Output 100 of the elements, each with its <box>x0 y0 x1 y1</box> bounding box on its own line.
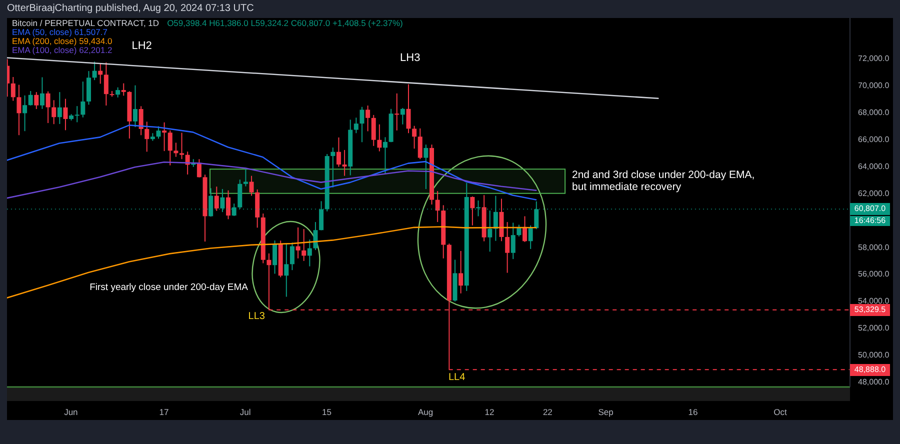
candlestick <box>354 117 358 134</box>
candlestick <box>366 105 370 132</box>
x-tick-label: 17 <box>159 407 169 417</box>
candlestick <box>243 168 248 187</box>
candlestick <box>382 136 388 174</box>
candlestick <box>510 222 516 260</box>
candlestick <box>46 90 50 124</box>
y-tick-label: 68,000.0 <box>858 108 890 118</box>
candlestick <box>302 228 306 262</box>
candlestick <box>290 242 294 271</box>
candlestick <box>400 107 405 125</box>
ref-line-label: 48,888.0 <box>850 364 890 376</box>
candlestick <box>435 190 440 223</box>
line-series <box>7 161 537 199</box>
ref-line-label: 60,807.0 <box>850 203 890 216</box>
candlestick <box>284 242 289 298</box>
x-tick-label: Sep <box>598 407 614 417</box>
candlestick <box>226 190 231 220</box>
candlestick <box>360 106 364 143</box>
candlestick <box>40 76 44 110</box>
y-tick-label: 52,000.0 <box>858 324 890 333</box>
annotation: LL3 <box>248 310 265 323</box>
x-tick-label: 12 <box>484 407 495 417</box>
chart-title: Bitcoin / PERPETUAL CONTRACT, 1D <box>12 18 160 28</box>
candlestick <box>10 76 16 102</box>
y-tick-label: 72,000.0 <box>858 54 890 64</box>
candlestick <box>371 114 376 146</box>
candlestick <box>138 106 144 136</box>
candlestick <box>92 61 97 81</box>
candlestick <box>52 100 56 125</box>
y-tick-label: 48,000.0 <box>858 377 890 386</box>
annotation: LH3 <box>400 52 420 64</box>
candlestick <box>80 81 86 118</box>
candlestick <box>168 130 172 166</box>
candlestick <box>412 125 417 150</box>
annotation: 2nd and 3rd close under 200-day EMA, but immediate recovery <box>572 169 756 193</box>
candlestick <box>249 175 254 196</box>
chart-subtitle: O59,398.4 H61,386.0 L59,324.2 C60,807.0 +1,408.5 (+2.37%) <box>167 18 403 28</box>
text: EMA (100, close) 62,201.2 <box>12 44 112 54</box>
x-tick-label: Jul <box>240 407 251 417</box>
candlestick <box>488 210 492 252</box>
y-tick-label: 70,000.0 <box>858 81 890 90</box>
candlestick <box>296 226 300 259</box>
x-tick-label: Aug <box>418 407 434 417</box>
text: EMA (50, close) 61,507.7 <box>12 26 108 36</box>
x-tick-label: 16 <box>688 407 698 417</box>
candlestick <box>22 94 28 132</box>
candlestick <box>342 149 347 176</box>
text: 16:46:56 <box>850 216 890 226</box>
candlestick <box>132 84 138 128</box>
y-tick-label: 66,000.0 <box>858 135 890 144</box>
candlestick <box>307 239 312 267</box>
annotation: LH2 <box>132 40 152 52</box>
text: OtterBiraajCharting published, Aug 20, 2024 07:13 UTC <box>7 3 254 15</box>
y-tick-label: 58,000.0 <box>858 242 890 252</box>
candlestick <box>505 222 510 274</box>
candlestick <box>98 62 103 84</box>
candlestick <box>458 250 464 294</box>
candlestick <box>196 158 202 178</box>
candlestick <box>144 121 150 152</box>
candlestick <box>424 144 428 190</box>
candlestick <box>174 142 178 158</box>
y-tick-label: 64,000.0 <box>858 162 890 171</box>
candlestick <box>418 128 422 160</box>
annotation: First yearly close under 200-day EMA <box>90 282 248 294</box>
ref-line-label: 53,329.5 <box>850 304 890 316</box>
candlestick <box>394 92 400 131</box>
y-tick-label: 50,000.0 <box>858 350 890 360</box>
line-series <box>7 124 537 200</box>
x-tick-label: Jun <box>64 407 78 417</box>
candlestick <box>528 224 533 250</box>
candlestick <box>406 84 411 134</box>
candlestick <box>214 186 219 212</box>
candlestick <box>313 222 318 251</box>
candlestick <box>336 136 341 168</box>
text: EMA (200, close) 59,434.0 <box>12 36 112 46</box>
candlestick <box>156 126 161 140</box>
y-tick-label: 54,000.0 <box>858 296 890 306</box>
candlestick <box>86 70 91 106</box>
x-tick-label: 22 <box>542 407 553 417</box>
candlestick <box>74 106 80 123</box>
candlestick <box>63 98 68 131</box>
candlestick <box>470 196 475 226</box>
candlestick <box>162 122 167 152</box>
y-tick-label: 56,000.0 <box>858 270 890 279</box>
candlestick <box>28 90 33 106</box>
x-tick-label: Oct <box>774 407 788 417</box>
candlestick <box>377 124 382 152</box>
candlestick <box>16 84 22 136</box>
y-tick-label: 62,000.0 <box>858 188 890 198</box>
candlestick <box>522 216 528 242</box>
candlestick <box>104 62 108 106</box>
x-tick-label: 15 <box>322 407 332 417</box>
candlestick <box>116 86 120 98</box>
candlestick <box>272 240 278 274</box>
annotation: LL4 <box>448 372 466 384</box>
candlestick <box>34 92 39 110</box>
candlestick <box>180 132 184 160</box>
candlestick <box>57 92 62 124</box>
candlestick <box>330 147 336 188</box>
